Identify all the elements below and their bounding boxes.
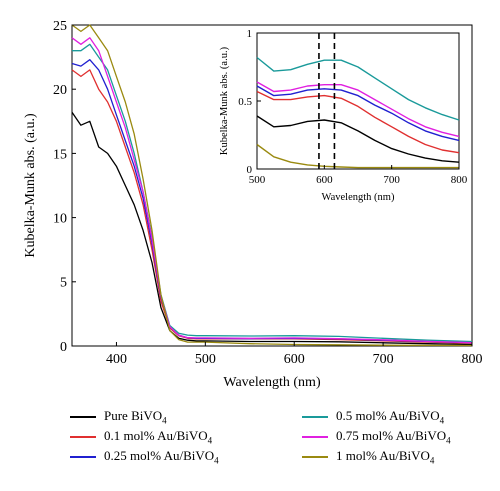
legend-swatch [302,456,328,458]
y-tick-label: 1 [247,28,253,40]
y-tick-label: 20 [53,83,67,98]
legend-item: Pure BiVO4 [70,408,167,426]
legend-item: 1 mol% Au/BiVO4 [302,448,434,466]
x-tick-label: 700 [373,352,394,367]
x-tick-label: 500 [249,174,266,186]
legend: Pure BiVO4 0.1 mol% Au/BiVO4 0.25 mol% Au/… [70,408,490,478]
x-axis-label: Wavelength (nm) [322,192,395,203]
series-line-4 [256,81,460,138]
legend-label: 0.25 mol% Au/BiVO4 [104,448,219,466]
legend-item: 0.75 mol% Au/BiVO4 [302,428,451,446]
x-tick-label: 500 [195,352,216,367]
x-tick-label: 600 [316,174,333,186]
legend-label: 0.1 mol% Au/BiVO4 [104,428,213,446]
x-tick-label: 400 [106,352,127,367]
legend-item: 0.25 mol% Au/BiVO4 [70,448,219,466]
legend-swatch [70,456,96,458]
x-tick-label: 800 [462,352,483,367]
series-line-5 [71,24,473,347]
series-line-3 [256,56,460,121]
legend-item: 0.5 mol% Au/BiVO4 [302,408,444,426]
y-tick-label: 5 [60,276,67,291]
legend-swatch [70,416,96,418]
legend-label: Pure BiVO4 [104,408,167,426]
y-tick-label: 15 [53,147,67,162]
legend-label: 0.5 mol% Au/BiVO4 [336,408,445,426]
plot-frame [256,32,460,170]
x-tick-label: 600 [284,352,305,367]
legend-swatch [302,416,328,418]
series-line-0 [71,111,473,346]
y-tick-label: 0 [60,340,67,355]
y-axis-label: Kubelka-Munk abs. (a.u.) [23,113,38,258]
legend-label: 0.75 mol% Au/BiVO4 [336,428,451,446]
series-line-0 [256,115,460,163]
y-tick-label: 0.5 [238,96,252,108]
x-tick-label: 800 [451,174,468,186]
legend-swatch [70,436,96,438]
legend-label: 1 mol% Au/BiVO4 [336,448,435,466]
series-line-5 [256,143,459,169]
y-tick-label: 25 [53,19,67,34]
y-axis-label: Kubelka-Munk abs. (a.u.) [219,46,230,155]
plot-frame [71,24,473,347]
series-line-2 [256,85,460,142]
inset-chart: 500 600 700 800 0 0.5 1 Wavelength (nm) Kubelka-… [219,28,468,203]
legend-item: 0.1 mol% Au/BiVO4 [70,428,212,446]
x-axis-label: Wavelength (nm) [223,375,321,390]
series-line-1 [256,90,460,154]
y-tick-label: 10 [53,212,67,227]
legend-swatch [302,436,328,438]
y-tick-label: 0 [247,164,253,176]
x-tick-label: 700 [383,174,400,186]
